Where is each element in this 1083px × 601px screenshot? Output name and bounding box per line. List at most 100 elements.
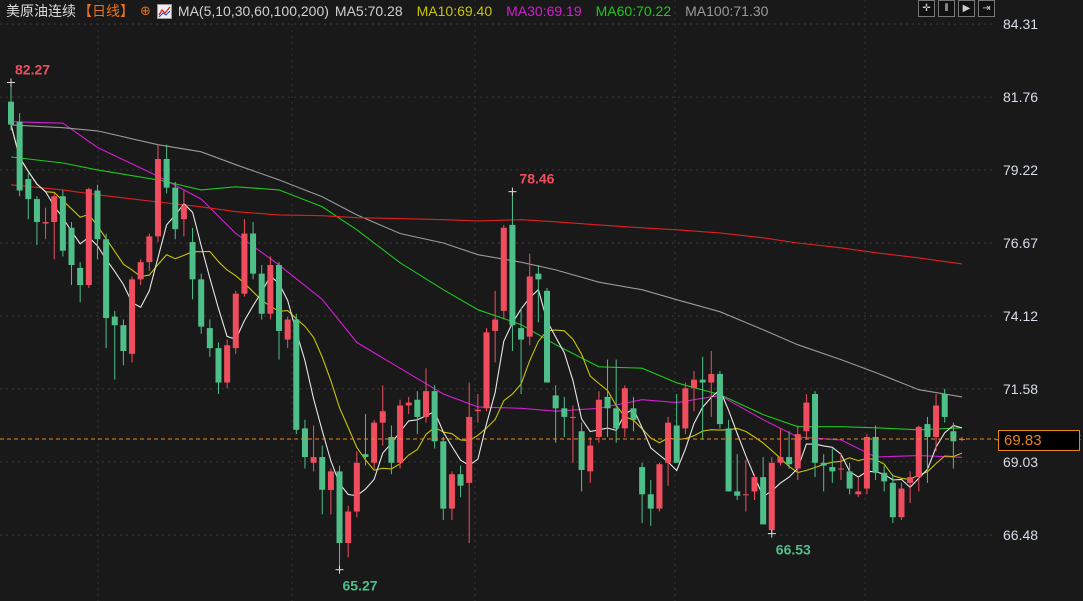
candle [397, 399, 404, 469]
candle-body [431, 391, 438, 442]
candle-body [284, 319, 291, 340]
candle-body [224, 345, 231, 383]
ma100-line [10, 124, 963, 398]
candle-body [613, 408, 620, 429]
candle [708, 351, 715, 417]
candle-body [198, 279, 205, 327]
exit-icon[interactable]: ⇥ [978, 0, 995, 17]
candle-body [163, 158, 170, 188]
moving-average-lines [10, 121, 963, 498]
candle-body [889, 482, 896, 518]
candle [569, 405, 576, 463]
candle-body [215, 348, 222, 383]
candle-body [180, 206, 187, 220]
candle [777, 428, 784, 466]
candles [8, 82, 965, 570]
candle-body [777, 457, 784, 463]
candle-body [103, 239, 110, 319]
candle [293, 313, 300, 435]
candle [137, 259, 144, 286]
candle-body [933, 405, 940, 437]
candle-body [786, 457, 793, 465]
candle-body [526, 276, 533, 337]
candle [630, 396, 637, 432]
candle [422, 368, 429, 423]
zoom-in-range-icon[interactable]: ⫴ [938, 0, 955, 17]
ma30-line [10, 121, 963, 458]
candle [768, 457, 775, 534]
circle-plus-icon[interactable]: ⊕ [140, 3, 151, 18]
candle-body [673, 425, 680, 463]
candle-body [189, 242, 196, 280]
candle [388, 425, 395, 475]
candle-body [440, 441, 447, 509]
candle [881, 465, 888, 492]
candle [146, 233, 153, 271]
candle [820, 454, 827, 492]
candle [129, 276, 136, 363]
candle-body [898, 488, 905, 518]
candle-body [59, 196, 66, 251]
high-price-label: 78.46 [519, 171, 554, 187]
candle [431, 385, 438, 449]
candle [310, 425, 317, 472]
candle [647, 479, 654, 526]
candle [535, 265, 542, 323]
chart-icon[interactable] [156, 3, 172, 19]
candle [276, 262, 283, 360]
candle [405, 396, 412, 415]
candle-body [820, 462, 827, 466]
candle-body [950, 431, 957, 442]
ma-params[interactable]: MA(5,10,30,60,100,200) [177, 3, 329, 19]
candle-body [561, 408, 568, 417]
candle-body [578, 431, 585, 470]
candle-body [457, 474, 464, 486]
instrument-title: 美原油连续 [6, 3, 76, 19]
candle [578, 422, 585, 492]
candle-body [94, 190, 101, 240]
price-axis: 84.31 81.76 79.22 76.67 74.12 71.58 69.03 66.48 [0, 16, 1081, 543]
candle-body [483, 332, 490, 409]
annotations: 82.27 78.46 65.27 66.53 [7, 61, 811, 594]
y-tick-label: 84.31 [1003, 16, 1038, 32]
candle-body [846, 471, 853, 489]
candle-body [388, 436, 395, 463]
crosshair-icon[interactable]: ✛ [918, 0, 935, 17]
candle [803, 393, 810, 440]
candle-body [397, 405, 404, 463]
candle [448, 471, 455, 521]
candle-body [941, 393, 948, 417]
candle [8, 82, 14, 131]
candle [734, 454, 741, 501]
candle [180, 190, 187, 237]
candle [621, 385, 628, 437]
candle-body [544, 290, 551, 383]
candle-body [794, 434, 801, 469]
candle-body [319, 457, 326, 490]
candle-body [336, 471, 343, 544]
candle [111, 310, 118, 380]
candle [898, 482, 905, 521]
candle [690, 371, 697, 412]
period-selector[interactable]: 【日线】 [78, 3, 134, 19]
candle-body [154, 158, 161, 237]
candle [68, 222, 75, 286]
candle [371, 419, 378, 469]
candle [915, 425, 922, 492]
play-range-icon[interactable]: ▶ [958, 0, 975, 17]
candle [500, 224, 507, 320]
candle [751, 474, 758, 501]
candle [699, 356, 706, 440]
candle [872, 425, 879, 480]
ma60-value: MA60:70.22 [595, 3, 672, 19]
candle [258, 265, 265, 320]
candle [215, 342, 222, 394]
candle-body [474, 409, 481, 412]
candle-body [353, 462, 360, 512]
candle [327, 468, 334, 515]
candle [483, 328, 490, 412]
candle [518, 308, 525, 394]
candle-body [206, 328, 213, 349]
candle [59, 190, 66, 257]
